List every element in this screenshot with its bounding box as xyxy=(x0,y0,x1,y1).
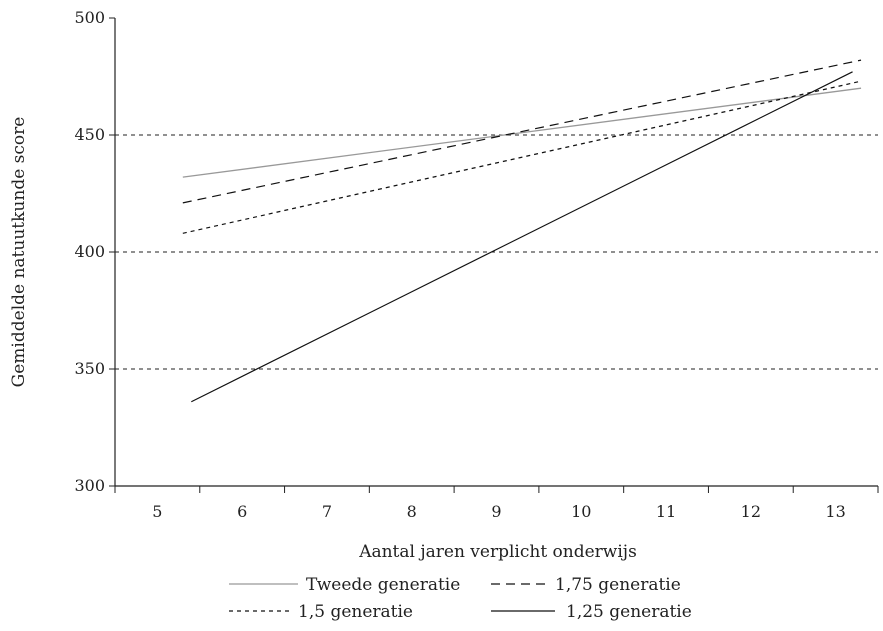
x-tick-label: 13 xyxy=(825,502,845,521)
series-line-0 xyxy=(182,87,862,178)
x-tick-label: 12 xyxy=(741,502,761,521)
legend: Tweede generatie 1,75 generatie 1,5 genera… xyxy=(229,575,692,622)
legend-label-2: 1,5 generatie xyxy=(298,602,413,622)
legend-label-3: 1,25 generatie xyxy=(566,602,692,622)
y-tick-label: 400 xyxy=(74,242,105,261)
x-tick-label: 8 xyxy=(407,502,417,521)
grid-layer xyxy=(115,134,878,370)
x-tick-label: 10 xyxy=(571,502,591,521)
series-line-3 xyxy=(191,71,853,403)
y-axis-label: Gemiddelde natuutkunde score xyxy=(9,117,29,388)
x-tick-label: 9 xyxy=(491,502,501,521)
y-tick-label: 450 xyxy=(74,125,105,144)
legend-label-1: 1,75 generatie xyxy=(555,575,681,595)
x-tick-label: 11 xyxy=(656,502,676,521)
series-line-1 xyxy=(182,59,862,204)
x-tick-label: 7 xyxy=(322,502,332,521)
axis-layer: 300 350 400 450 500 5 6 7 8 9 10 11 12 13 xyxy=(74,8,879,521)
y-tick-label: 300 xyxy=(74,476,105,495)
x-axis-label: Aantal jaren verplicht onderwijs xyxy=(358,542,637,562)
y-tick-label: 500 xyxy=(74,8,105,27)
series-layer xyxy=(182,59,862,403)
legend-label-0: Tweede generatie xyxy=(306,575,460,595)
x-tick-label: 6 xyxy=(237,502,247,521)
series-line-2 xyxy=(182,80,862,234)
x-tick-label: 5 xyxy=(152,502,162,521)
y-tick-label: 350 xyxy=(74,359,105,378)
